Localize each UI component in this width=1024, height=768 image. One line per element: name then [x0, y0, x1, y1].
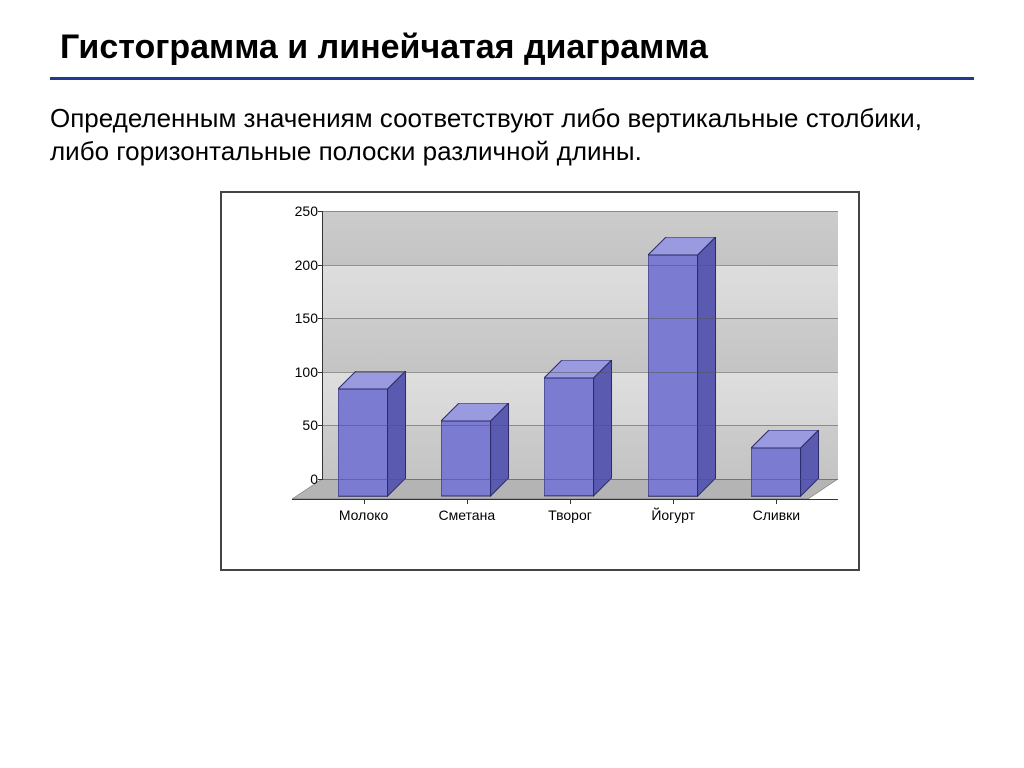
y-tick-label: 250	[258, 203, 318, 219]
x-tick-label: Сливки	[753, 507, 800, 523]
gridline	[322, 425, 838, 426]
y-tick-label: 150	[258, 310, 318, 326]
chart-container: 0 50 100 150 200 250 Молоко Сметана Творог Йогурт…	[220, 191, 860, 571]
y-tick-label: 100	[258, 364, 318, 380]
x-tick-mark	[467, 499, 468, 504]
x-tick-mark	[570, 499, 571, 504]
y-tick-mark	[318, 372, 323, 373]
slide-description: Определенным значениям соответствуют либ…	[50, 102, 974, 167]
title-rule	[50, 77, 974, 80]
y-tick-mark	[318, 265, 323, 266]
gridline	[322, 372, 838, 373]
slide-title: Гистограмма и линейчатая диаграмма	[60, 28, 974, 67]
bar-svg	[751, 430, 821, 497]
y-tick-label: 50	[258, 417, 318, 433]
bar	[751, 431, 819, 497]
bar	[441, 404, 509, 497]
x-tick-label: Йогурт	[651, 507, 695, 523]
y-tick-label: 200	[258, 257, 318, 273]
bar	[648, 238, 716, 497]
x-tick-mark	[776, 499, 777, 504]
x-tick-label: Молоко	[339, 507, 388, 523]
y-tick-mark	[318, 318, 323, 319]
y-tick-mark	[318, 479, 323, 480]
x-tick-mark	[673, 499, 674, 504]
y-tick-mark	[318, 211, 323, 212]
bar-svg	[648, 237, 718, 497]
chart-bars	[322, 211, 838, 499]
x-axis-line	[292, 499, 838, 500]
gridline	[322, 479, 838, 480]
y-tick-label: 0	[258, 471, 318, 487]
x-tick-label: Творог	[548, 507, 592, 523]
bar-svg	[544, 360, 614, 497]
gridline	[322, 318, 838, 319]
chart-plot: 050100150200250МолокоСметанаТворогЙогурт…	[292, 211, 838, 499]
y-tick-mark	[318, 425, 323, 426]
gridline	[322, 265, 838, 266]
bar-svg	[441, 403, 511, 497]
slide: Гистограмма и линейчатая диаграмма Опред…	[0, 0, 1024, 768]
x-tick-label: Сметана	[438, 507, 495, 523]
x-tick-mark	[364, 499, 365, 504]
gridline	[322, 211, 838, 212]
bar	[544, 361, 612, 497]
